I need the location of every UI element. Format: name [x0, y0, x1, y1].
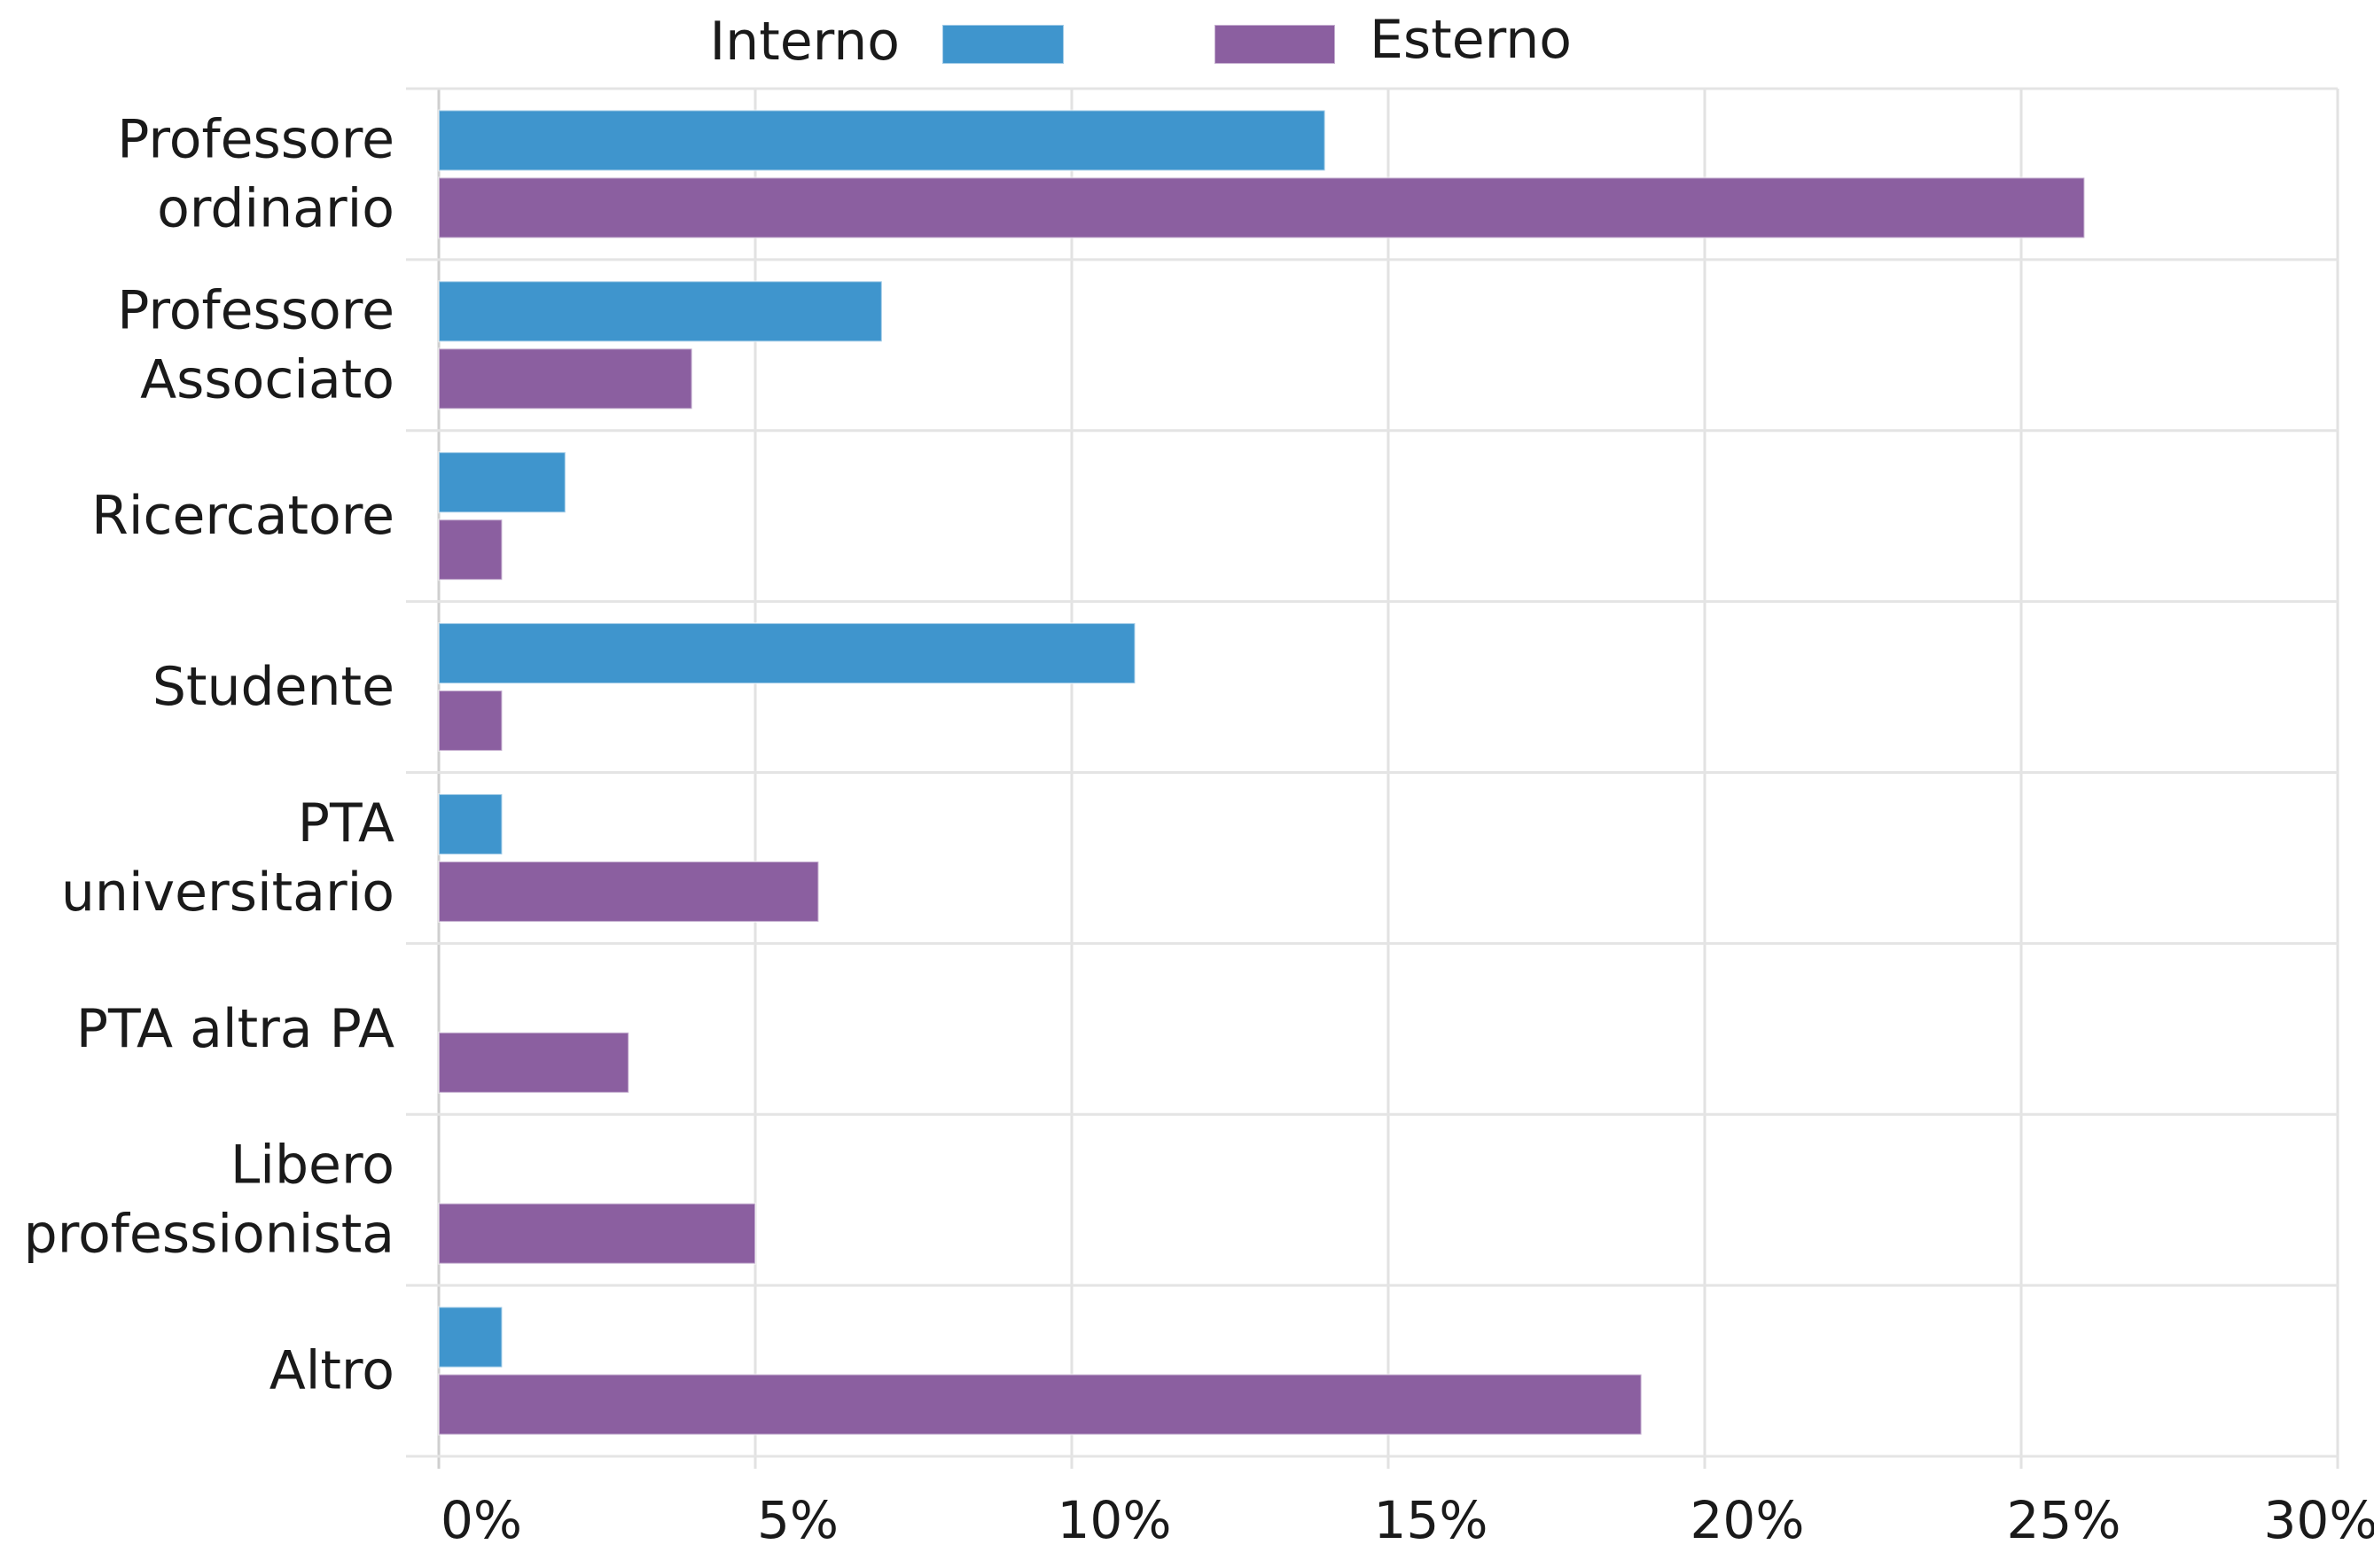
category-label: Professore — [117, 279, 394, 341]
category-label: universitario — [61, 862, 394, 924]
bar-esterno — [438, 519, 504, 581]
chart-bars — [438, 109, 2086, 1436]
bar-interno — [438, 622, 1136, 685]
category-label: ordinario — [157, 177, 394, 239]
x-tick-label: 25% — [2007, 1490, 2121, 1550]
x-tick-label: 30% — [2264, 1490, 2374, 1550]
category-label: PTA altra PA — [76, 998, 394, 1060]
x-tick-label: 15% — [1374, 1490, 1488, 1550]
category-label: Associato — [140, 348, 394, 410]
category-label: professionista — [24, 1204, 394, 1266]
category-label: Ricercatore — [91, 485, 394, 547]
bar-esterno — [438, 176, 2086, 239]
x-tick-label: 0% — [441, 1490, 522, 1550]
legend-label-interno: Interno — [709, 11, 900, 73]
bar-esterno — [438, 1202, 756, 1265]
category-label: Studente — [152, 656, 394, 718]
x-tick-labels: 0% 5% 10% 15% 20% 25% 30% — [441, 1490, 2374, 1550]
category-label: Professore — [117, 108, 394, 170]
chart-legend: Interno Esterno — [709, 9, 1571, 73]
x-tick-label: 20% — [1691, 1490, 1805, 1550]
chart-grid — [406, 87, 2339, 1469]
legend-label-esterno: Esterno — [1370, 9, 1572, 71]
bar-esterno — [438, 690, 504, 753]
category-labels: Professore ordinario Professore Associato Ri… — [24, 108, 394, 1401]
x-tick-label: 5% — [757, 1490, 839, 1550]
bar-esterno — [438, 1373, 1643, 1436]
bar-esterno — [438, 347, 693, 410]
bar-esterno — [438, 860, 820, 923]
bar-interno — [438, 1306, 504, 1369]
legend-swatch-interno — [941, 24, 1065, 65]
category-label: PTA — [298, 792, 394, 854]
x-tick-label: 10% — [1058, 1490, 1172, 1550]
bar-interno — [438, 280, 883, 343]
bar-interno — [438, 451, 566, 514]
legend-swatch-esterno — [1214, 24, 1336, 65]
category-label: Libero — [230, 1135, 394, 1197]
bar-interno — [438, 109, 1326, 172]
category-label: Altro — [269, 1340, 394, 1402]
bar-esterno — [438, 1031, 630, 1094]
bar-interno — [438, 792, 504, 855]
